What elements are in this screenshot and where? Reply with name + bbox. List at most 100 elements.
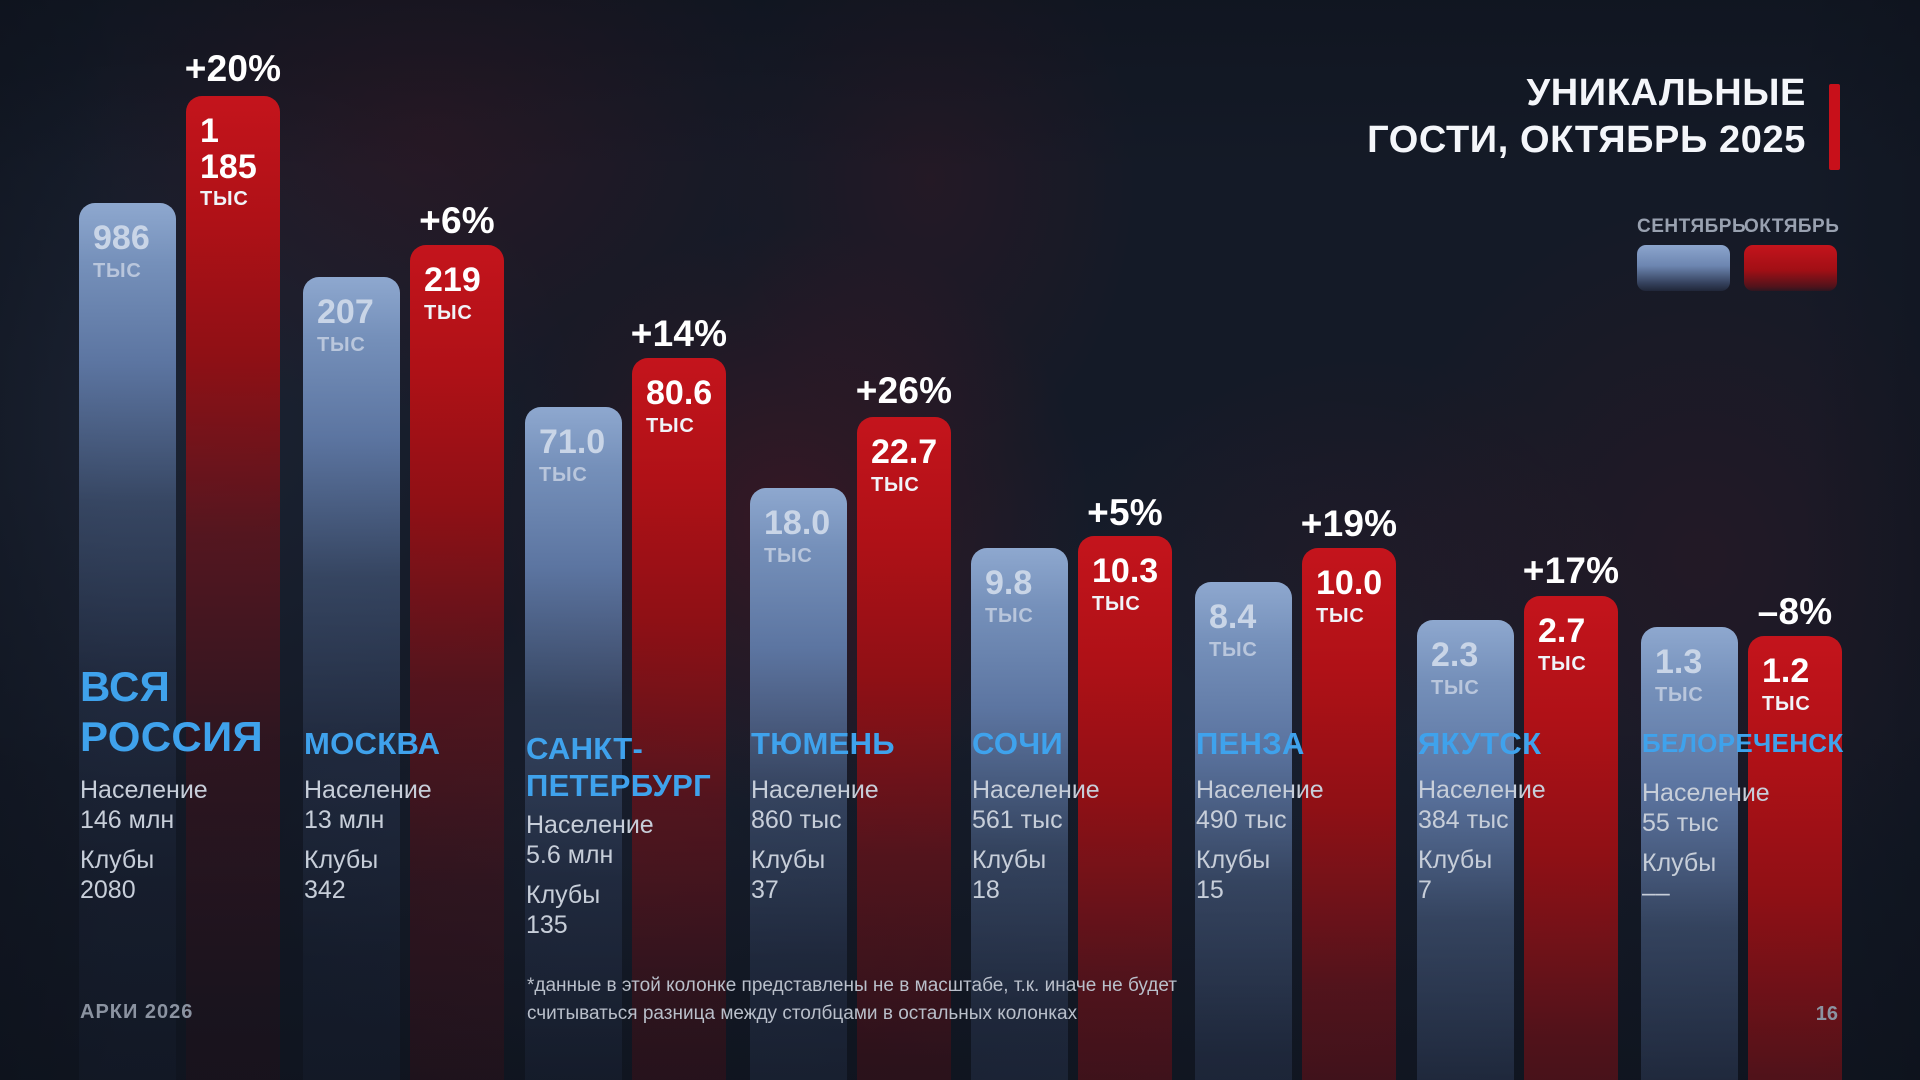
september-bar: 207 ТЫС (303, 277, 400, 1080)
change-percent: +26% (855, 370, 953, 411)
city-name: ВСЯ РОССИЯ (80, 663, 263, 760)
footnote-line2: считываться разница между столбцами в ос… (527, 1003, 1078, 1024)
city-name: БЕЛОРЕЧЕНСК (1642, 728, 1844, 758)
population-value: 146 млн (80, 806, 175, 834)
city-name: СОЧИ (972, 726, 1063, 761)
september-unit: ТЫС (317, 333, 366, 356)
change-percent: +5% (1087, 492, 1163, 533)
population-value: 13 млн (304, 806, 385, 834)
september-unit: ТЫС (1209, 638, 1258, 661)
october-unit: ТЫС (1092, 592, 1141, 615)
clubs-value: 18 (972, 876, 1000, 904)
column-belorechensk: –8% 1.3 ТЫС 1.2 ТЫС БЕЛОРЕЧЕНСК Населени… (1641, 0, 1844, 1080)
clubs-value: –– (1642, 879, 1670, 907)
clubs-label: Клубы (972, 846, 1047, 874)
september-unit: ТЫС (1431, 676, 1480, 699)
legend-swatch-september (1637, 245, 1730, 291)
clubs-label: Клубы (304, 846, 379, 874)
city-name: ТЮМЕНЬ (751, 726, 895, 761)
october-unit: ТЫС (1538, 652, 1587, 675)
column-moscow: +6% 207 ТЫС 219 ТЫС МОСКВА Население 13 … (303, 0, 504, 1080)
population-label: Население (80, 776, 208, 804)
october-unit: ТЫС (646, 414, 695, 437)
september-value: 8.4 (1209, 598, 1257, 636)
october-bar: 1 185 ТЫС (186, 96, 280, 1080)
population-label: Население (1642, 779, 1770, 807)
october-unit: ТЫС (424, 301, 473, 324)
city-name: МОСКВА (304, 726, 441, 761)
population-label: Население (751, 776, 879, 804)
clubs-label: Клубы (751, 846, 826, 874)
october-value: 10.0 (1316, 564, 1383, 602)
october-unit: ТЫС (1762, 692, 1811, 715)
september-unit: ТЫС (1655, 683, 1704, 706)
column-russia-total: +20% 986 ТЫС 1 185 ТЫС ВСЯ РОССИЯ Населе… (79, 0, 281, 1080)
city-info: Население 13 млн Клубы 342 (304, 775, 432, 905)
slide-title-line2: ГОСТИ, ОКТЯБРЬ 2025 (1367, 119, 1806, 161)
september-value: 1.3 (1655, 643, 1703, 681)
september-bar: 9.8 ТЫС (971, 548, 1068, 1080)
september-value: 986 (93, 219, 150, 257)
population-label: Население (972, 776, 1100, 804)
column-saint-petersburg: +14% 71.0 ТЫС 80.6 ТЫС САНКТ- ПЕТЕРБУРГ … (525, 0, 727, 1080)
october-bar: 80.6 ТЫС (632, 358, 726, 1080)
city-info: Население 384 тыс Клубы 7 (1418, 775, 1546, 905)
clubs-value: 342 (304, 876, 346, 904)
population-label: Население (1418, 776, 1546, 804)
population-value: 5.6 млн (526, 841, 614, 869)
column-yakutsk: +17% 2.3 ТЫС 2.7 ТЫС ЯКУТСК Население 38… (1417, 0, 1619, 1080)
column-tyumen: +26% 18.0 ТЫС 22.7 ТЫС ТЮМЕНЬ Население … (750, 0, 952, 1080)
clubs-value: 135 (526, 911, 568, 939)
city-info: Население 146 млн Клубы 2080 (80, 775, 208, 905)
october-value: 2.7 (1538, 612, 1586, 650)
clubs-label: Клубы (1418, 846, 1493, 874)
october-value: 1.2 (1762, 652, 1810, 690)
change-percent: +20% (184, 48, 282, 89)
clubs-label: Клубы (526, 881, 601, 909)
title-accent-bar (1829, 84, 1840, 170)
brand-label: АРКИ 2026 (80, 1001, 194, 1023)
population-value: 490 тыс (1196, 806, 1287, 834)
legend-item-october: ОКТЯБРЬ (1744, 216, 1839, 291)
october-value: 219 (424, 261, 481, 299)
legend-label-september: СЕНТЯБРЬ (1637, 216, 1747, 237)
september-unit: ТЫС (93, 259, 142, 282)
population-value: 384 тыс (1418, 806, 1509, 834)
october-value: 22.7 (871, 433, 938, 471)
footnote-line1: *данные в этой колонке представлены не в… (527, 975, 1177, 996)
change-percent: +17% (1522, 550, 1620, 591)
legend: СЕНТЯБРЬ ОКТЯБРЬ (1637, 216, 1839, 291)
clubs-value: 37 (751, 876, 779, 904)
september-value: 2.3 (1431, 636, 1479, 674)
september-bar: 986 ТЫС (79, 203, 176, 1080)
city-info: Население 55 тыс Клубы –– (1642, 778, 1770, 908)
city-info: Население 490 тыс Клубы 15 (1196, 775, 1324, 905)
october-bar: 1.2 ТЫС (1748, 636, 1842, 1080)
population-label: Население (526, 811, 654, 839)
population-value: 561 тыс (972, 806, 1063, 834)
september-unit: ТЫС (539, 463, 588, 486)
population-label: Население (304, 776, 432, 804)
footnote: *данные в этой колонке представлены не в… (527, 972, 1177, 1028)
clubs-label: Клубы (1196, 846, 1271, 874)
september-bar: 71.0 ТЫС (525, 407, 622, 1080)
october-bar: 22.7 ТЫС (857, 417, 951, 1080)
change-percent: +19% (1300, 503, 1398, 544)
clubs-label: Клубы (1642, 849, 1717, 877)
column-sochi: +5% 9.8 ТЫС 10.3 ТЫС СОЧИ Население 561 … (971, 0, 1172, 1080)
september-unit: ТЫС (764, 544, 813, 567)
october-bar: 10.3 ТЫС (1078, 536, 1172, 1080)
september-value: 18.0 (764, 504, 831, 542)
slide-title-line1: УНИКАЛЬНЫЕ (1526, 72, 1806, 114)
change-percent: –8% (1757, 591, 1833, 632)
city-name: САНКТ- ПЕТЕРБУРГ (526, 731, 711, 803)
city-info: Население 5.6 млн Клубы 135 (526, 810, 654, 940)
city-info: Население 860 тыс Клубы 37 (751, 775, 879, 905)
city-name: ПЕНЗА (1196, 726, 1305, 761)
change-percent: +6% (419, 200, 495, 241)
population-value: 55 тыс (1642, 809, 1719, 837)
population-label: Население (1196, 776, 1324, 804)
population-value: 860 тыс (751, 806, 842, 834)
change-percent: +14% (630, 313, 728, 354)
